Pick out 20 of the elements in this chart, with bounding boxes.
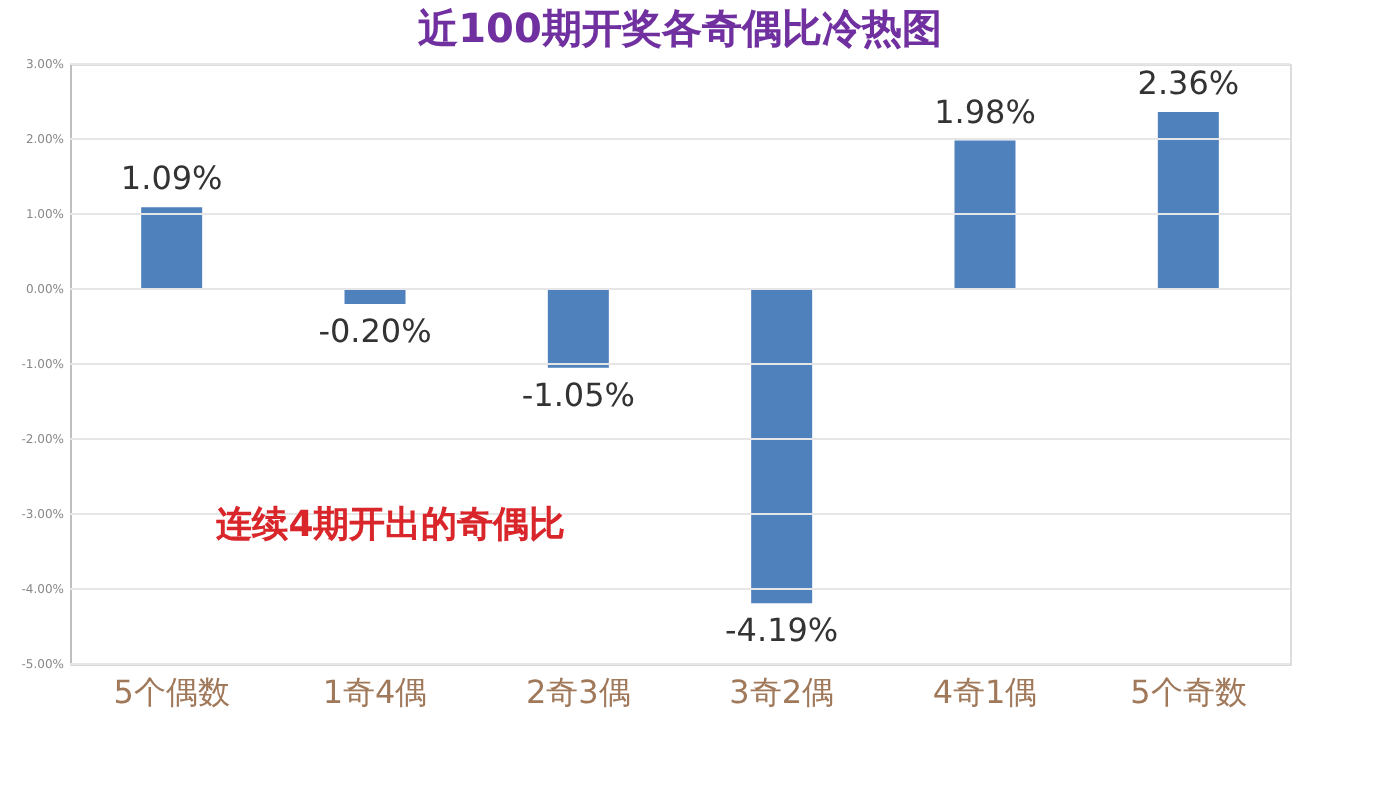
bar [954, 140, 1016, 289]
annotation: 连续4期开出的奇偶比 [214, 504, 566, 546]
data-label: 1.09% [120, 159, 223, 198]
x-tick-label: 1奇4偶 [322, 673, 428, 711]
x-tick-label: 3奇2偶 [729, 673, 835, 711]
x-tick-label: 4奇1偶 [932, 673, 1038, 711]
data-label: -4.19% [725, 611, 839, 650]
data-label: -1.05% [521, 375, 635, 414]
x-tick-label: 5个奇数 [1130, 673, 1247, 711]
x-tick-label: 2奇3偶 [525, 673, 631, 711]
bar [141, 207, 203, 289]
bar [547, 289, 609, 368]
bar [344, 289, 406, 304]
data-label: 2.36% [1137, 64, 1240, 102]
bar [1157, 112, 1219, 289]
x-tick-label: 5个偶数 [113, 673, 230, 711]
data-label: -0.20% [318, 312, 432, 350]
chart-title: 近100期开奖各奇偶比冷热图 [416, 4, 942, 52]
data-label: 1.98% [934, 92, 1036, 131]
bar [751, 289, 813, 604]
